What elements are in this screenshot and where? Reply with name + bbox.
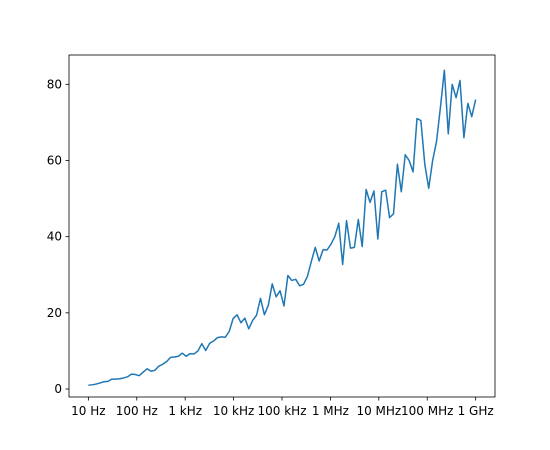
- x-tick-label: 10 Hz: [71, 404, 105, 418]
- x-tick-label: 1 kHz: [168, 404, 202, 418]
- x-tick-label: 1 MHz: [312, 404, 349, 418]
- plot-frame: [68, 54, 496, 398]
- y-tick-label: 60: [47, 153, 62, 167]
- x-tick-label: 100 kHz: [258, 404, 307, 418]
- y-tick-label: 20: [47, 306, 62, 320]
- x-tick-label: 10 kHz: [213, 404, 254, 418]
- y-tick-label: 40: [47, 230, 62, 244]
- y-tick-label: 0: [54, 382, 62, 396]
- line: [88, 69, 477, 386]
- x-tick-label: 100 Hz: [116, 404, 158, 418]
- x-tick-label: 1 GHz: [458, 404, 494, 418]
- x-tick-label: 10 MHz: [356, 404, 401, 418]
- x-tick-label: 100 MHz: [401, 404, 453, 418]
- y-tick-label: 80: [47, 77, 62, 91]
